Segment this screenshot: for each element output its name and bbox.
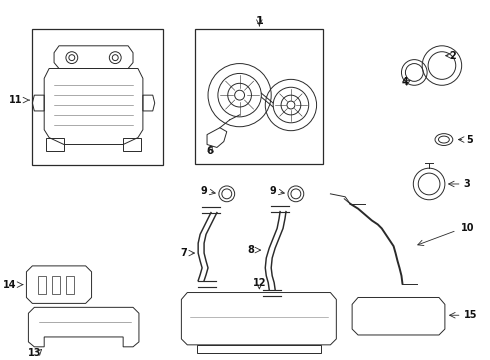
Bar: [66, 276, 74, 293]
Text: 4: 4: [402, 77, 409, 87]
Text: 5: 5: [466, 135, 473, 145]
Bar: [52, 276, 60, 293]
Bar: [32, 29, 163, 165]
Text: 13: 13: [27, 348, 41, 358]
Text: 15: 15: [464, 310, 477, 320]
Text: 3: 3: [464, 179, 470, 189]
Text: 1: 1: [255, 16, 263, 26]
Text: 10: 10: [461, 224, 474, 233]
Text: 7: 7: [180, 248, 187, 258]
Bar: [195, 29, 323, 164]
Text: 11: 11: [9, 95, 23, 105]
Text: 12: 12: [253, 278, 266, 288]
Bar: [38, 276, 46, 293]
Text: 8: 8: [247, 245, 254, 255]
Text: 2: 2: [449, 51, 456, 61]
Text: 6: 6: [207, 147, 213, 156]
Text: 9: 9: [200, 186, 207, 196]
Text: 14: 14: [3, 280, 17, 290]
Text: 9: 9: [270, 186, 276, 196]
